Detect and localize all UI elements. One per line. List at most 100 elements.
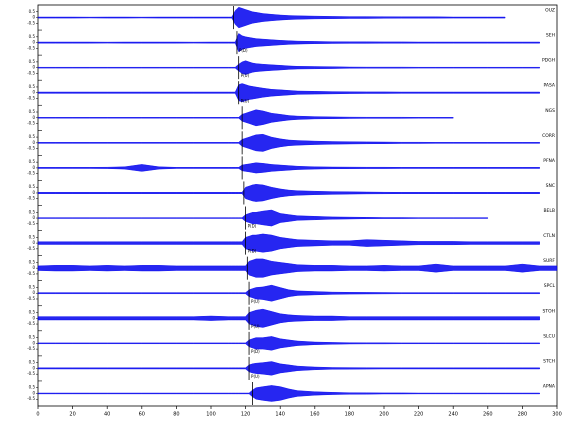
station-name: PDGH	[542, 58, 555, 64]
y-tick-label: -0.5	[27, 346, 35, 351]
station-name: SNC	[546, 183, 555, 189]
y-tick-label: 0.5	[29, 184, 36, 189]
y-tick-label: 0.5	[29, 310, 36, 315]
station-name: CORR	[542, 133, 555, 139]
y-tick-label: 0.5	[29, 335, 36, 340]
station-name: STOH	[542, 308, 555, 314]
waveform	[37, 109, 454, 127]
pick-label: P(D)	[251, 349, 260, 354]
y-tick-label: 0	[32, 365, 35, 370]
y-tick-label: -0.5	[27, 171, 35, 176]
y-tick-label: 0	[32, 215, 35, 220]
y-tick-label: -0.5	[27, 95, 35, 100]
y-tick-label: 0	[32, 40, 35, 45]
y-tick-label: 0	[32, 240, 35, 245]
station-name: SURF	[543, 258, 555, 264]
y-tick-label: -0.5	[27, 321, 35, 326]
station-name: PFNA	[543, 158, 556, 164]
y-tick-label: 0.5	[29, 59, 36, 64]
waveform	[37, 308, 540, 328]
waveform	[37, 133, 540, 152]
station-name: APNA	[543, 383, 556, 389]
x-tick-label: 0	[36, 412, 39, 418]
station-name: SEH	[546, 33, 555, 39]
y-tick-label: 0	[32, 90, 35, 95]
y-tick-label: 0	[32, 290, 35, 295]
x-tick-label: 20	[69, 412, 75, 418]
x-tick-label: 60	[139, 412, 145, 418]
y-tick-label: -0.5	[27, 20, 35, 25]
pick-label: P(D)	[239, 48, 248, 53]
y-tick-label: 0.5	[29, 9, 36, 14]
y-tick-label: -0.5	[27, 121, 35, 126]
y-tick-label: 0.5	[29, 259, 36, 264]
waveform	[37, 385, 540, 402]
y-tick-label: 0.5	[29, 34, 36, 39]
waveform	[37, 33, 540, 53]
pick-label: P(D)	[248, 249, 257, 254]
pick-label: P(D)	[248, 224, 257, 229]
station-name: STCH	[543, 358, 555, 364]
pick-label: P(U)	[251, 324, 260, 329]
waveform	[37, 284, 540, 302]
y-tick-label: 0	[32, 65, 35, 70]
waveform	[37, 6, 506, 29]
x-tick-label: 80	[173, 412, 179, 418]
waveform	[37, 83, 540, 103]
y-tick-label: 0	[32, 340, 35, 345]
y-tick-label: -0.5	[27, 196, 35, 201]
pick-label: P(U)	[251, 299, 260, 304]
y-tick-label: 0	[32, 115, 35, 120]
station-name: BELB	[543, 208, 555, 214]
station-name: SPCL	[544, 283, 556, 289]
waveform	[37, 258, 558, 278]
x-tick-label: 100	[206, 412, 216, 418]
station-name: CTLN	[543, 233, 555, 239]
waveform	[37, 184, 540, 202]
x-tick-label: 40	[104, 412, 110, 418]
y-tick-label: 0.5	[29, 284, 36, 289]
x-tick-label: 300	[552, 412, 562, 418]
station-name: NGS	[545, 108, 555, 114]
station-name: PASA	[543, 83, 555, 89]
y-tick-label: 0	[32, 390, 35, 395]
station-name: SLCU	[543, 333, 555, 339]
y-tick-label: -0.5	[27, 271, 35, 276]
y-tick-label: 0.5	[29, 159, 36, 164]
y-tick-label: 0.5	[29, 134, 36, 139]
y-tick-label: 0.5	[29, 234, 36, 239]
x-tick-label: 240	[448, 412, 458, 418]
y-tick-label: 0.5	[29, 360, 36, 365]
y-tick-label: -0.5	[27, 246, 35, 251]
x-tick-label: 200	[379, 412, 389, 418]
waveform	[37, 361, 540, 376]
waveform	[37, 233, 540, 253]
y-tick-label: -0.5	[27, 146, 35, 151]
y-tick-label: -0.5	[27, 45, 35, 50]
y-tick-label: -0.5	[27, 70, 35, 75]
pick-label: P(U)	[251, 374, 260, 379]
y-tick-label: -0.5	[27, 371, 35, 376]
y-tick-label: -0.5	[27, 396, 35, 401]
y-tick-label: 0	[32, 190, 35, 195]
y-tick-label: 0.5	[29, 109, 36, 114]
station-name: OUZ	[545, 8, 555, 14]
x-tick-label: 220	[414, 412, 424, 418]
waveform	[37, 162, 540, 174]
y-tick-label: 0.5	[29, 385, 36, 390]
y-tick-label: 0	[32, 165, 35, 170]
y-tick-label: 0	[32, 15, 35, 20]
y-tick-label: 0.5	[29, 84, 36, 89]
pick-label: P(U)	[241, 73, 250, 78]
waveform	[37, 336, 540, 351]
y-tick-label: 0	[32, 315, 35, 320]
x-tick-label: 280	[518, 412, 528, 418]
y-tick-label: -0.5	[27, 221, 35, 226]
x-tick-label: 180	[345, 412, 355, 418]
x-tick-label: 120	[241, 412, 251, 418]
y-tick-label: 0	[32, 140, 35, 145]
pick-label: P(U)	[241, 98, 250, 103]
y-tick-label: -0.5	[27, 296, 35, 301]
x-tick-label: 160	[310, 412, 320, 418]
